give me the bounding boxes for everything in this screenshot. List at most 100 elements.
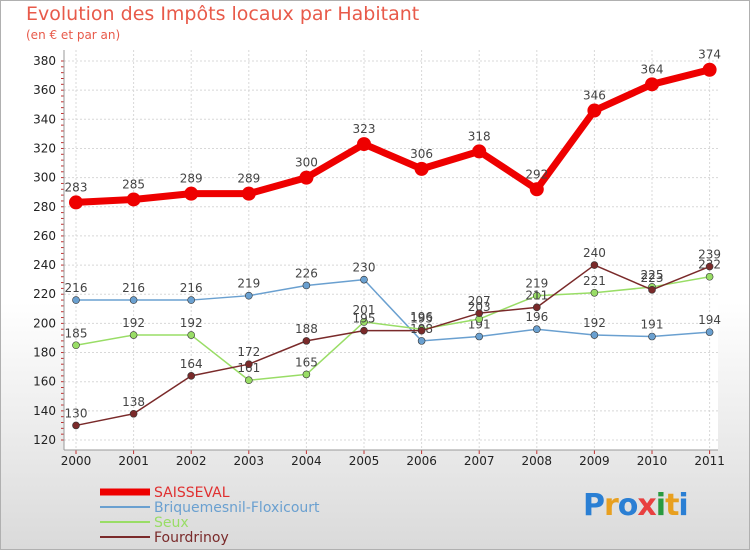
data-point <box>187 331 195 339</box>
series-line-saisseval <box>72 66 714 206</box>
x-tick-label: 2004 <box>291 454 322 468</box>
data-label: 300 <box>295 156 318 170</box>
data-point <box>299 170 314 185</box>
data-point <box>72 341 80 350</box>
data-label: 219 <box>237 277 260 291</box>
data-label: 192 <box>180 316 203 330</box>
data-point <box>360 326 368 335</box>
data-point <box>302 281 311 290</box>
data-label: 346 <box>583 89 606 103</box>
y-tick-label: 260 <box>33 229 56 243</box>
data-point <box>245 376 253 385</box>
data-label: 188 <box>295 322 318 336</box>
data-point <box>302 370 311 379</box>
y-tick-label: 300 <box>33 171 56 185</box>
data-label: 195 <box>410 312 433 326</box>
data-point <box>245 291 253 300</box>
x-tick-label: 2002 <box>176 454 207 468</box>
data-point <box>129 331 138 339</box>
data-label: 225 <box>641 268 664 282</box>
data-label: 364 <box>641 62 664 76</box>
plot-area <box>64 50 718 450</box>
series-line-briquemesnil-floxicourt <box>75 278 711 342</box>
data-label: 289 <box>237 172 260 186</box>
data-label: 226 <box>295 266 318 280</box>
data-label: 374 <box>698 48 721 62</box>
logo-letter: P <box>583 488 605 523</box>
y-tick-label: 200 <box>33 316 56 330</box>
y-tick-label: 320 <box>33 141 56 155</box>
data-point <box>187 296 195 304</box>
data-point <box>129 296 138 304</box>
data-point <box>187 372 195 380</box>
x-tick-label: 2007 <box>464 454 495 468</box>
logo-letter: i <box>655 488 666 523</box>
data-point <box>705 272 714 281</box>
data-point <box>475 309 484 317</box>
data-label: 211 <box>525 288 548 302</box>
data-label: 219 <box>525 277 548 291</box>
data-label: 216 <box>122 281 145 295</box>
data-point <box>72 421 80 430</box>
data-label: 306 <box>410 147 433 161</box>
y-tick-label: 240 <box>33 258 56 272</box>
data-point <box>475 332 484 341</box>
data-point <box>648 286 656 294</box>
y-tick-label: 180 <box>33 346 56 360</box>
data-label: 289 <box>180 172 203 186</box>
data-label: 239 <box>698 248 721 262</box>
logo-letter: t <box>665 488 679 523</box>
data-label: 164 <box>180 357 203 371</box>
data-label: 192 <box>583 316 606 330</box>
data-point <box>587 103 602 118</box>
logo-letter: r <box>604 488 619 523</box>
data-point <box>417 337 426 345</box>
logo-letter: i <box>678 488 688 523</box>
y-tick-label: 140 <box>33 404 56 418</box>
data-point <box>705 262 714 271</box>
data-point <box>129 409 138 418</box>
y-tick-label: 340 <box>33 112 56 126</box>
data-point <box>590 331 599 339</box>
series-line-fourdrinoy <box>75 264 711 427</box>
data-label: 240 <box>583 246 606 260</box>
x-tick-label: 2005 <box>349 454 380 468</box>
data-point <box>414 161 429 176</box>
x-tick-label: 2009 <box>579 454 610 468</box>
proxiti-logo: Proxiti <box>583 488 689 523</box>
legend-label: SAISSEVAL <box>154 485 230 501</box>
data-label: 283 <box>65 180 88 194</box>
data-label: 192 <box>122 316 145 330</box>
data-point <box>357 137 371 152</box>
data-label: 195 <box>353 312 376 326</box>
data-point <box>705 328 714 336</box>
data-point <box>532 303 541 312</box>
legend-label: Briquemesnil-Floxicourt <box>154 500 320 516</box>
data-label: 172 <box>237 345 260 359</box>
data-point <box>645 77 659 92</box>
data-point <box>360 318 368 326</box>
data-point <box>184 186 199 201</box>
data-label: 194 <box>698 313 721 327</box>
data-label: 285 <box>122 177 145 191</box>
data-label: 216 <box>65 281 88 295</box>
x-tick-label: 2006 <box>406 454 437 468</box>
data-point <box>590 261 599 269</box>
data-point <box>702 62 717 77</box>
logo-letter: x <box>637 488 656 523</box>
data-label: 185 <box>65 326 88 340</box>
data-point <box>590 288 599 297</box>
data-label: 230 <box>353 261 376 275</box>
y-tick-label: 160 <box>33 375 56 389</box>
legend-label: Fourdrinoy <box>154 530 229 546</box>
data-label: 191 <box>468 318 491 332</box>
x-tick-label: 2008 <box>522 454 553 468</box>
x-tick-label: 2010 <box>637 454 668 468</box>
y-tick-label: 360 <box>33 83 56 97</box>
data-label: 196 <box>410 310 433 324</box>
data-point <box>360 275 368 284</box>
chart-title: Evolution des Impôts locaux par Habitant <box>26 3 420 25</box>
data-point <box>529 182 544 197</box>
data-label: 221 <box>583 274 606 288</box>
